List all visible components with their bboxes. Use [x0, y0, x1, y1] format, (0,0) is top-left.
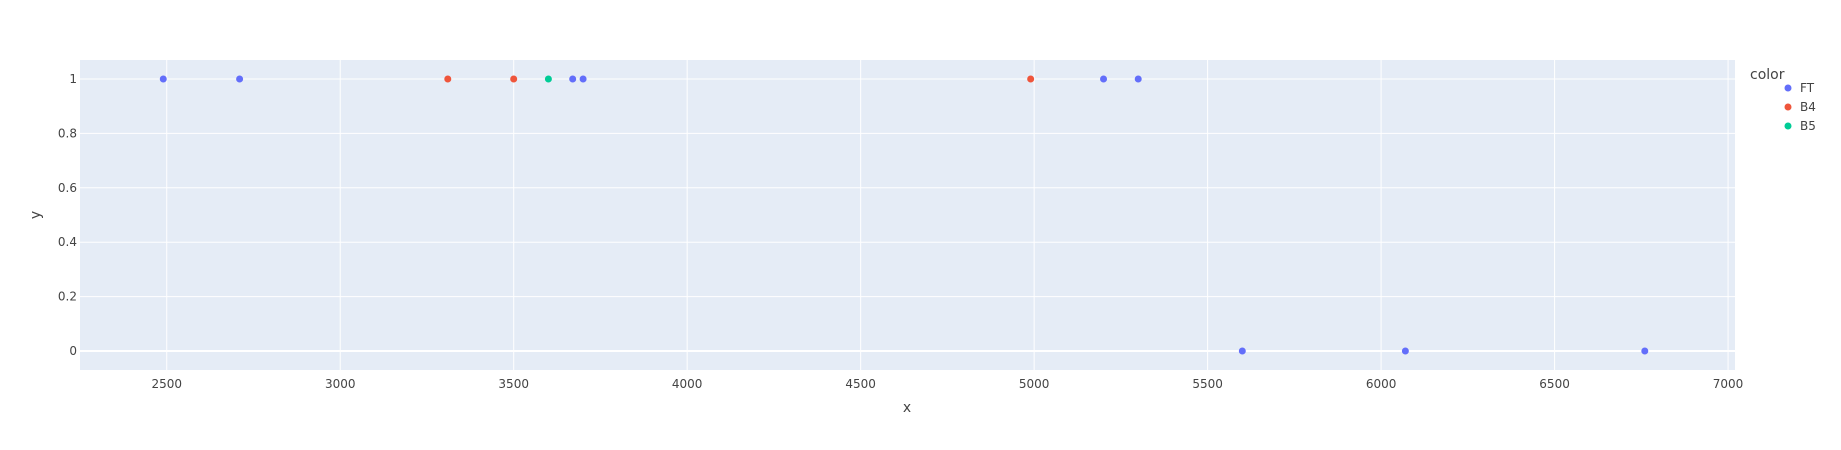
y-tick-labels: 0 0.2 0.4 0.6 0.8 1: [58, 72, 77, 358]
data-point-b5: [544, 75, 552, 83]
legend-marker-b4: [1784, 103, 1792, 111]
plot-background: [80, 60, 1735, 370]
legend-title: color: [1750, 67, 1785, 83]
x-tick-label: 2500: [151, 377, 182, 391]
x-tick-label: 6000: [1366, 377, 1397, 391]
data-point-b4: [510, 75, 518, 83]
y-tick-label: 1: [69, 72, 77, 86]
data-point-b4: [1027, 75, 1035, 83]
y-tick-label: 0.4: [58, 235, 77, 249]
legend-label-b4: B4: [1800, 100, 1816, 114]
x-gridlines: [166, 60, 1729, 370]
data-point-ft: [159, 75, 167, 83]
x-tick-label: 6500: [1539, 377, 1570, 391]
y-axis-title: y: [28, 211, 44, 219]
x-tick-label: 3000: [325, 377, 356, 391]
data-point-ft: [1641, 347, 1649, 355]
legend-items: FT B4 B5: [1784, 81, 1816, 133]
legend-label-ft: FT: [1800, 81, 1815, 95]
x-tick-label: 5000: [1019, 377, 1050, 391]
legend-marker-ft: [1784, 84, 1792, 92]
y-tick-label: 0.6: [58, 181, 77, 195]
legend-label-b5: B5: [1800, 119, 1816, 133]
data-point-ft: [1401, 347, 1409, 355]
y-tick-label: 0: [69, 344, 77, 358]
x-tick-label: 7000: [1713, 377, 1744, 391]
x-axis-title: x: [903, 400, 911, 416]
data-point-ft: [1100, 75, 1108, 83]
data-point-b4: [444, 75, 452, 83]
x-tick-label: 4000: [672, 377, 703, 391]
x-tick-label: 3500: [498, 377, 529, 391]
x-tick-label: 4500: [845, 377, 876, 391]
data-point-ft: [1134, 75, 1142, 83]
data-point-ft: [569, 75, 577, 83]
data-point-ft: [236, 75, 244, 83]
x-tick-label: 5500: [1192, 377, 1223, 391]
y-tick-label: 0.2: [58, 290, 77, 304]
data-point-ft: [1238, 347, 1246, 355]
data-point-ft: [579, 75, 587, 83]
data-points: [159, 75, 1649, 355]
legend: color FT B4 B5: [1750, 67, 1816, 133]
y-tick-label: 0.8: [58, 126, 77, 140]
legend-marker-b5: [1784, 122, 1792, 130]
y-gridlines: [80, 78, 1735, 352]
x-tick-labels: 2500 3000 3500 4000 4500 5000 5500 6000 6500 7000: [151, 377, 1743, 391]
